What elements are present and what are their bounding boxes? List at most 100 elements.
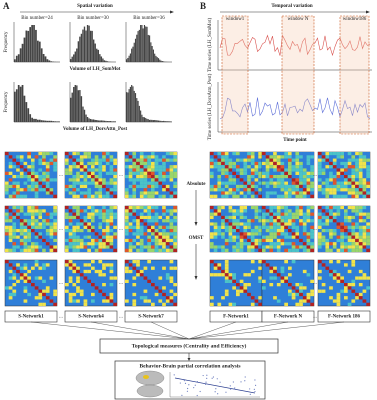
matrix-cell <box>291 158 296 162</box>
matrix-cell <box>262 178 266 182</box>
matrix-cell <box>31 178 35 182</box>
connector <box>188 321 345 340</box>
matrix-cell <box>284 209 288 213</box>
panel-label: B <box>200 1 206 11</box>
matrix-cell <box>173 235 177 239</box>
matrix-cell <box>128 178 133 182</box>
matrix-cell <box>329 232 333 236</box>
matrix-cell <box>16 209 20 213</box>
hist-bar <box>151 119 153 122</box>
matrix-cell <box>125 225 129 229</box>
matrix-cell <box>247 232 251 236</box>
hist-bar <box>73 86 75 122</box>
matrix-cell <box>109 269 114 274</box>
hist-bar <box>14 91 16 122</box>
matrix-cell <box>12 215 17 220</box>
matrix-cell <box>98 225 103 229</box>
matrix-cell <box>42 219 46 223</box>
matrix-cell <box>336 161 341 166</box>
matrix-cell <box>228 215 233 220</box>
scatter-dot <box>204 383 207 385</box>
matrix-cell <box>94 158 99 162</box>
matrix-cell <box>236 168 240 172</box>
matrix-cell <box>76 229 80 233</box>
matrix-cell <box>239 161 244 166</box>
matrix-cell <box>154 238 159 243</box>
matrix-cell <box>65 215 69 220</box>
matrix-cell <box>173 209 177 213</box>
matrix-cell <box>247 178 251 182</box>
matrix-cell <box>27 184 31 189</box>
matrix-cell <box>288 245 292 249</box>
matrix-cell <box>68 181 73 185</box>
hist-bar <box>149 119 151 122</box>
matrix-cell <box>247 215 251 220</box>
matrix-cell <box>243 286 248 290</box>
matrix-cell <box>76 279 80 283</box>
matrix-cell <box>27 229 31 233</box>
matrix-cell <box>321 161 326 166</box>
matrix-cell <box>236 283 240 287</box>
matrix-cell <box>232 161 236 166</box>
matrix-cell <box>147 165 151 169</box>
matrix-cell <box>344 168 348 172</box>
matrix-cell <box>276 248 281 252</box>
matrix-cell <box>351 206 356 210</box>
matrix-cell <box>340 194 344 198</box>
matrix-cell <box>49 171 54 175</box>
matrix-cell <box>329 188 333 192</box>
matrix-cell <box>269 245 274 249</box>
matrix-cell <box>262 235 266 239</box>
matrix-cell <box>299 209 303 213</box>
matrix-cell <box>217 266 222 270</box>
matrix-cell <box>273 191 277 195</box>
matrix-cell <box>340 235 344 239</box>
matrix-cell <box>151 155 155 159</box>
matrix-cell <box>125 175 129 179</box>
matrix-cell <box>258 188 262 192</box>
matrix-cell <box>224 222 229 226</box>
matrix-cell <box>302 181 307 185</box>
matrix-cell <box>105 212 110 216</box>
matrix-cell <box>351 168 356 172</box>
matrix-cell <box>102 235 106 239</box>
matrix-cell <box>162 302 166 306</box>
matrix-cell <box>239 191 244 195</box>
matrix-cell <box>318 215 322 220</box>
matrix-cell <box>105 184 110 189</box>
matrix-cell <box>262 191 266 195</box>
matrix-cell <box>221 215 225 220</box>
matrix-cell <box>366 219 370 223</box>
matrix-cell <box>217 273 222 277</box>
matrix-cell <box>325 152 330 156</box>
matrix-cell <box>295 171 300 175</box>
matrix-cell <box>94 235 99 239</box>
matrix-cell <box>68 152 73 156</box>
hist-bar <box>76 85 78 122</box>
matrix-cell <box>276 232 281 236</box>
matrix-cell <box>329 212 333 216</box>
matrix-cell <box>347 212 352 216</box>
matrix-cell <box>38 238 43 243</box>
hist-bar <box>105 120 107 122</box>
matrix-cell <box>105 299 110 303</box>
matrix-cell <box>49 188 54 192</box>
matrix-cell <box>302 232 307 236</box>
matrix-cell <box>288 181 292 185</box>
matrix-cell <box>228 194 233 198</box>
matrix-cell <box>19 235 24 239</box>
matrix-cell <box>302 245 307 249</box>
matrix-cell <box>34 242 39 246</box>
matrix-cell <box>27 248 31 252</box>
hist-bar <box>74 85 76 122</box>
scatter-dot <box>234 387 236 389</box>
matrix-cell <box>336 232 341 236</box>
matrix-cell <box>276 229 281 233</box>
matrix-cell <box>217 155 222 159</box>
matrix-cell <box>355 219 359 223</box>
matrix-cell <box>302 188 307 192</box>
matrix-cell <box>332 161 337 166</box>
matrix-cell <box>53 229 57 233</box>
matrix-cell <box>125 279 129 283</box>
matrix-cell <box>217 212 222 216</box>
